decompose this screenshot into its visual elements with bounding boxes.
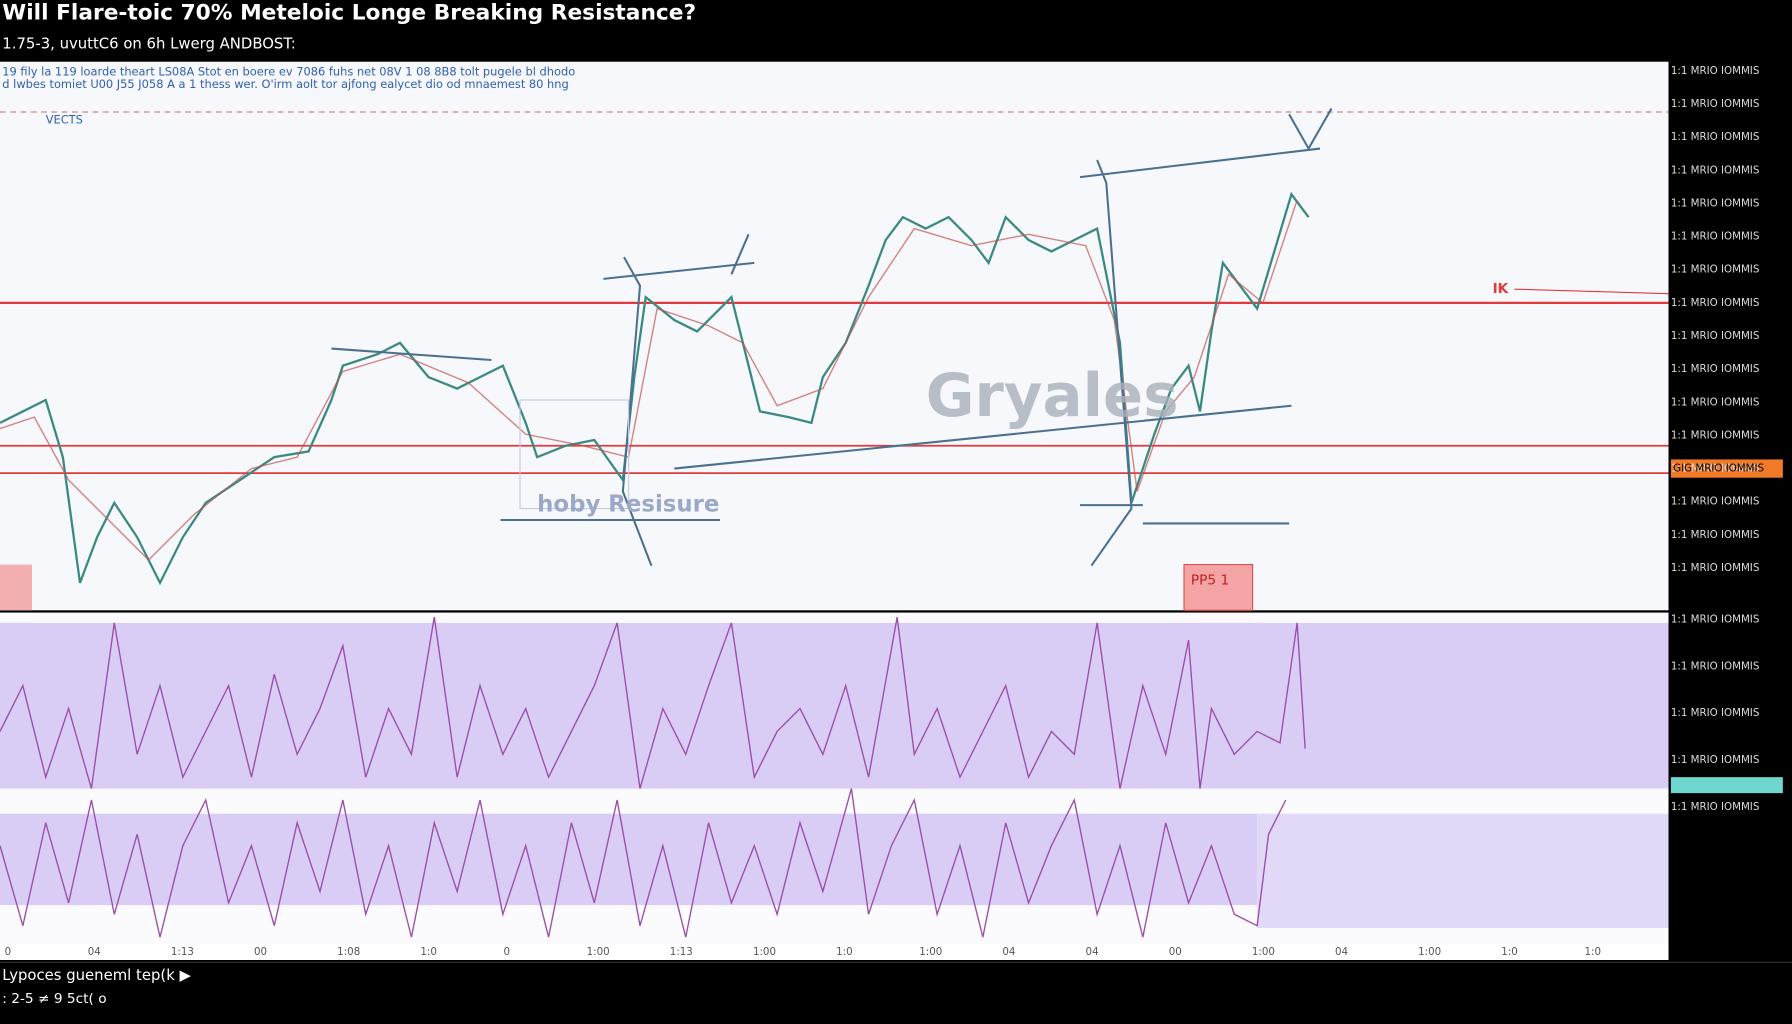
price-pane bbox=[0, 61, 1669, 611]
marker-box bbox=[1183, 564, 1254, 611]
price-line bbox=[0, 191, 1310, 586]
osc-label: 1:1 MRIO IOMMIS bbox=[1671, 660, 1760, 672]
time-label: 00 bbox=[254, 946, 267, 958]
oscillator-line bbox=[0, 788, 1287, 938]
price-label: 1:1 MRIO IOMMIS bbox=[1671, 264, 1760, 276]
time-label: 1:13 bbox=[670, 946, 693, 958]
time-label: 1:08 bbox=[337, 946, 360, 958]
marker-box bbox=[0, 564, 32, 611]
level-tag: IK bbox=[1493, 281, 1510, 297]
oscillator-band bbox=[1257, 813, 1669, 928]
price-label: 1:1 MRIO IOMMIS bbox=[1671, 297, 1760, 309]
price-label: 1:1 MRIO IOMMIS bbox=[1671, 197, 1760, 209]
note: 19 fily la 119 loarde theart LS08A Stot … bbox=[2, 64, 575, 78]
oscillator-band bbox=[0, 622, 1669, 789]
indicator-label: VECTS bbox=[46, 113, 83, 127]
osc-label: 1:1 MRIO IOMMIS bbox=[1671, 707, 1760, 719]
zone-box bbox=[519, 399, 630, 510]
price-label: 1:1 MRIO IOMMIS bbox=[1671, 330, 1760, 342]
time-label: 04 bbox=[1086, 946, 1099, 958]
price-label: 1:1 MRIO IOMMIS bbox=[1671, 98, 1760, 110]
subtitle: 1.75-3, uvuttC6 on 6h Lwerg ANDBOST: bbox=[2, 35, 296, 53]
time-label: 1:0 bbox=[420, 946, 437, 958]
watermark: Gryales bbox=[926, 362, 1179, 431]
price-highlight bbox=[1670, 459, 1783, 478]
time-axis-bar bbox=[0, 944, 1669, 960]
note: d lwbes tomiet U00 J55 J058 A a 1 thess … bbox=[2, 77, 568, 91]
osc-highlight bbox=[1670, 777, 1783, 794]
time-label: 0 bbox=[503, 946, 510, 958]
oscillator-line bbox=[0, 617, 1306, 789]
price-label: 1:1 MRIO IOMMIS bbox=[1671, 396, 1760, 408]
price-highlight-label: GIG MRIO IOMMIS bbox=[1673, 463, 1764, 475]
time-label: 00 bbox=[1169, 946, 1182, 958]
osc-label: 1:1 MRIO IOMMIS bbox=[1671, 613, 1760, 625]
osc-label: 1:1 MRIO IOMMIS bbox=[1671, 801, 1760, 813]
title: Will Flare-toic 70% Meteloic Longe Break… bbox=[2, 1, 696, 26]
level-pointer bbox=[1514, 288, 1669, 295]
time-label: 0 bbox=[5, 946, 12, 958]
time-label: 04 bbox=[1335, 946, 1348, 958]
footer-line: : 2-5 ≠ 9 5ct( o bbox=[2, 991, 106, 1007]
time-label: 04 bbox=[88, 946, 101, 958]
osc-label: 1:1 MRIO IOMMIS bbox=[1671, 754, 1760, 766]
time-label: 1:13 bbox=[171, 946, 194, 958]
price-label: 1:1 MRIO IOMMIS bbox=[1671, 65, 1760, 77]
time-label: 1:00 bbox=[753, 946, 776, 958]
box-label: PP5 1 bbox=[1191, 573, 1229, 589]
time-label: 1:00 bbox=[1418, 946, 1441, 958]
time-label: 1:0 bbox=[1584, 946, 1601, 958]
time-label: 1:00 bbox=[587, 946, 610, 958]
price-axis bbox=[1668, 0, 1792, 1024]
price-label: 1:1 MRIO IOMMIS bbox=[1671, 463, 1760, 475]
footer-line: Lypoces gueneml tep(k ▶ bbox=[2, 966, 191, 984]
price-label: 1:1 MRIO IOMMIS bbox=[1671, 164, 1760, 176]
price-label: 1:1 MRIO IOMMIS bbox=[1671, 562, 1760, 574]
time-label: 1:0 bbox=[1501, 946, 1518, 958]
zone-label: hoby Resisure bbox=[537, 492, 719, 518]
price-label: 1:1 MRIO IOMMIS bbox=[1671, 131, 1760, 143]
price-label: 1:1 MRIO IOMMIS bbox=[1671, 231, 1760, 243]
time-label: 1:00 bbox=[1252, 946, 1275, 958]
price-label: 1:1 MRIO IOMMIS bbox=[1671, 429, 1760, 441]
price-label: 1:1 MRIO IOMMIS bbox=[1671, 363, 1760, 375]
price-line-shadow bbox=[0, 199, 1298, 561]
time-label: 1:0 bbox=[836, 946, 853, 958]
trendlines bbox=[331, 108, 1333, 567]
time-label: 04 bbox=[1002, 946, 1015, 958]
price-label: 1:1 MRIO IOMMIS bbox=[1671, 529, 1760, 541]
price-label: 1:1 MRIO IOMMIS bbox=[1671, 496, 1760, 508]
time-label: 1:00 bbox=[919, 946, 942, 958]
